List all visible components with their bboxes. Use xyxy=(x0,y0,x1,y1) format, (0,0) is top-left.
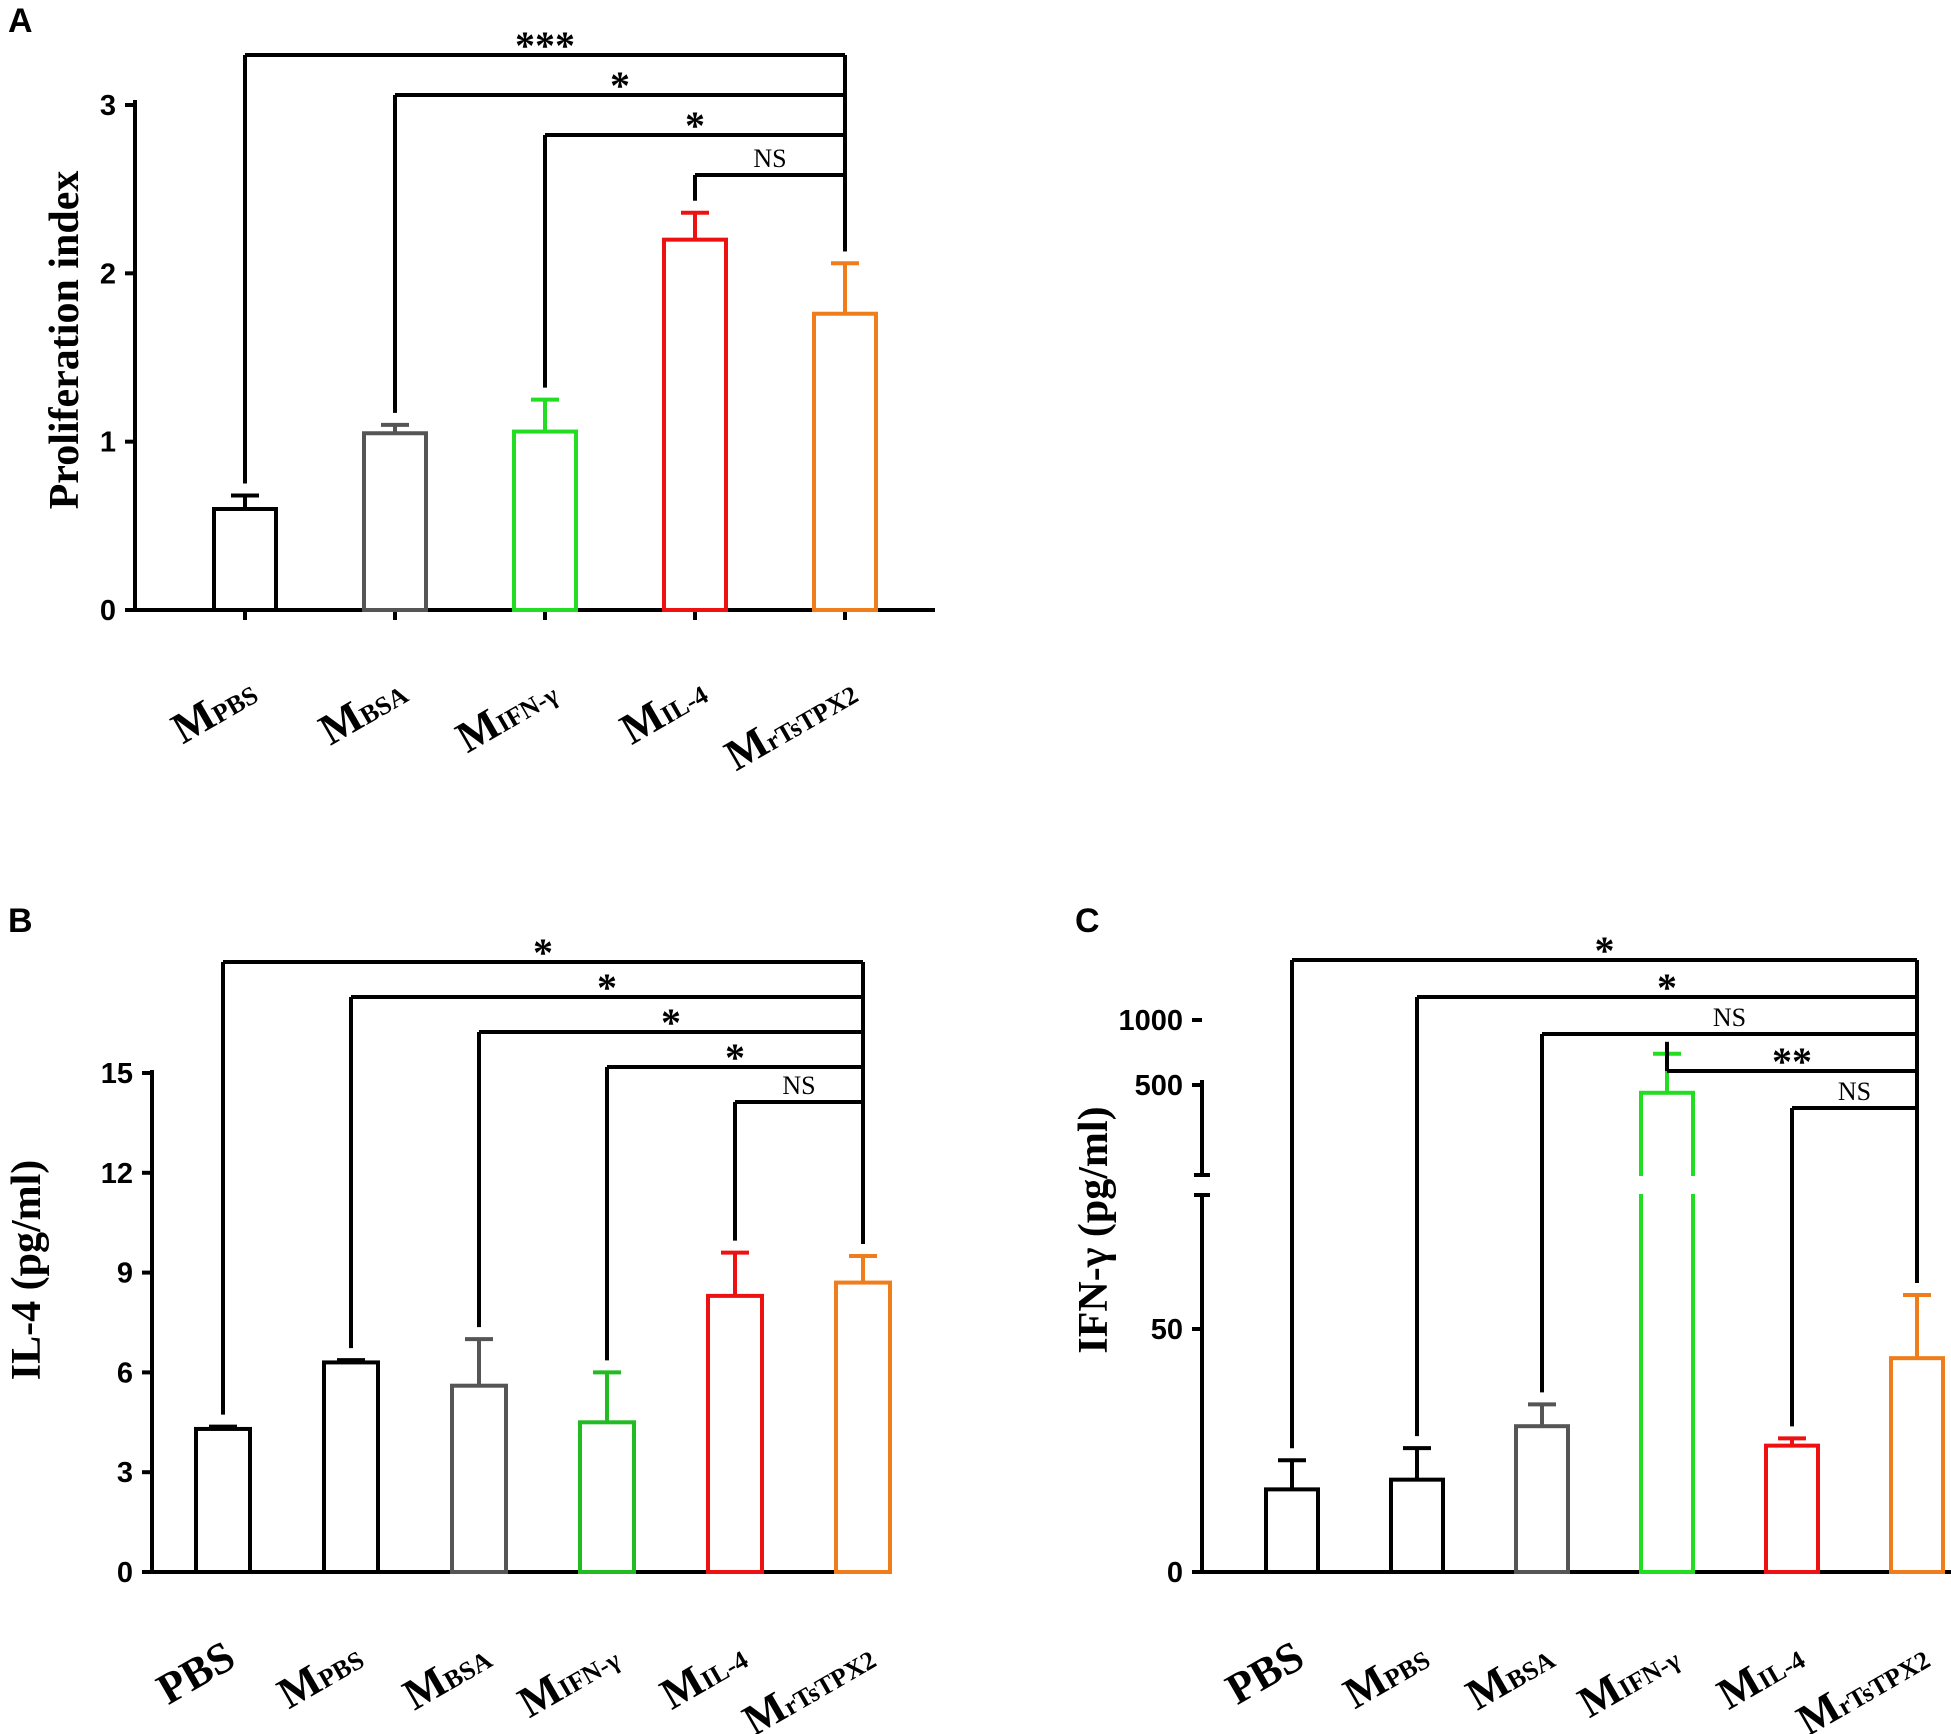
panel-b-category-label-0: PBS xyxy=(149,1631,243,1714)
panel-b-significance-label-4: NS xyxy=(782,1071,815,1100)
panel-a-category-label-2: MIFN-γ xyxy=(448,666,565,762)
panel-b-y-tick-label-2: 6 xyxy=(117,1357,133,1389)
panel-c-significance-label-2: NS xyxy=(1713,1003,1746,1032)
panel-c-y-tick-label-3: 1000 xyxy=(1118,1005,1183,1037)
panel-a-bar-1 xyxy=(362,431,428,612)
panel-c-y-tick-label-2: 500 xyxy=(1135,1070,1183,1102)
panel-b-bar-1 xyxy=(322,1360,380,1575)
panel-b-bar-3 xyxy=(578,1420,636,1575)
panel-a-y-axis-title: Proliferation index xyxy=(42,171,88,510)
panel-a-bar-3 xyxy=(662,237,728,613)
panel-b-y-tick-label-3: 9 xyxy=(117,1258,133,1290)
panel-b-bar-4 xyxy=(706,1293,764,1575)
panel-b-y-tick-label-4: 12 xyxy=(101,1158,133,1190)
panel-letter-c: C xyxy=(1075,902,1100,940)
panel-b-significance-label-3: * xyxy=(725,1035,745,1080)
panel-a-y-tick-label-0: 0 xyxy=(100,595,116,627)
panel-b-category-label-5: MrTsTPX2 xyxy=(735,1631,883,1734)
panel-a-significance-label-3: NS xyxy=(753,144,786,173)
panel-b-y-tick-label-0: 0 xyxy=(117,1557,133,1589)
panel-a-category-label-3: MIL-4 xyxy=(612,666,715,754)
panel-a-bar-4 xyxy=(812,311,878,612)
panel-c-category-label-3: MIFN-γ xyxy=(1570,1631,1687,1727)
panel-a-significance-label-0: *** xyxy=(515,23,575,68)
panel-b-y-tick-label-1: 3 xyxy=(117,1457,133,1489)
panel-a-category-label-4: MrTsTPX2 xyxy=(717,666,865,780)
panel-c-category-label-1: MPBS xyxy=(1335,1631,1437,1718)
panel-c-bar-5 xyxy=(1889,1356,1945,1575)
panel-c-significance-label-3: ** xyxy=(1772,1039,1812,1084)
panel-c-significance-label-4: NS xyxy=(1838,1077,1871,1106)
panel-a-y-tick-label-1: 1 xyxy=(100,427,116,459)
panel-c-significance-label-0: * xyxy=(1595,928,1615,973)
panel-c-significance-label-1: * xyxy=(1657,965,1677,1010)
panel-a-significance-label-2: * xyxy=(685,103,705,148)
panel-c-category-label-0: PBS xyxy=(1218,1631,1312,1714)
panel-b-y-tick-label-5: 15 xyxy=(101,1058,133,1090)
panel-b-category-label-2: MBSA xyxy=(395,1631,499,1720)
panel-c-category-label-2: MBSA xyxy=(1458,1631,1562,1720)
panel-letter-b: B xyxy=(8,902,33,940)
panel-a-y-tick-label-3: 3 xyxy=(100,90,116,122)
panel-b-significance-label-1: * xyxy=(597,965,617,1010)
panel-c-bar-0 xyxy=(1264,1487,1320,1575)
panel-c-bar-3 xyxy=(1639,1090,1695,1575)
panel-c-y-tick-label-0: 0 xyxy=(1167,1557,1183,1589)
panel-a-category-label-1: MBSA xyxy=(311,666,415,755)
panel-a-bar-2 xyxy=(512,429,578,613)
panel-c-bar-4 xyxy=(1764,1443,1820,1575)
panel-c-category-label-5: MrTsTPX2 xyxy=(1789,1631,1937,1734)
panel-c-bar-1 xyxy=(1389,1477,1445,1575)
panel-a-category-label-0: MPBS xyxy=(163,666,265,753)
panel-c-bar-break-gap xyxy=(1637,1176,1697,1194)
panel-c-bar-2 xyxy=(1514,1424,1570,1574)
panel-a-bar-0 xyxy=(212,507,278,612)
panel-c-y-tick-label-1: 50 xyxy=(1151,1314,1183,1346)
panel-b-category-label-1: MPBS xyxy=(269,1631,371,1718)
panel-b-significance-label-2: * xyxy=(661,1000,681,1045)
panel-b-y-axis-title: IL-4 (pg/ml) xyxy=(4,1160,50,1381)
panel-b-category-label-3: MIFN-γ xyxy=(510,1631,627,1727)
panel-a-significance-label-1: * xyxy=(610,63,630,108)
panel-b-bar-2 xyxy=(450,1383,508,1574)
panel-a-y-tick-label-2: 2 xyxy=(100,258,116,290)
panel-c-y-axis-title: IFN-γ (pg/ml) xyxy=(1071,1106,1117,1353)
panel-b-bar-5 xyxy=(834,1280,892,1574)
panel-b-significance-label-0: * xyxy=(533,930,553,975)
panel-letter-a: A xyxy=(8,2,33,40)
panel-b-bar-0 xyxy=(194,1426,252,1575)
